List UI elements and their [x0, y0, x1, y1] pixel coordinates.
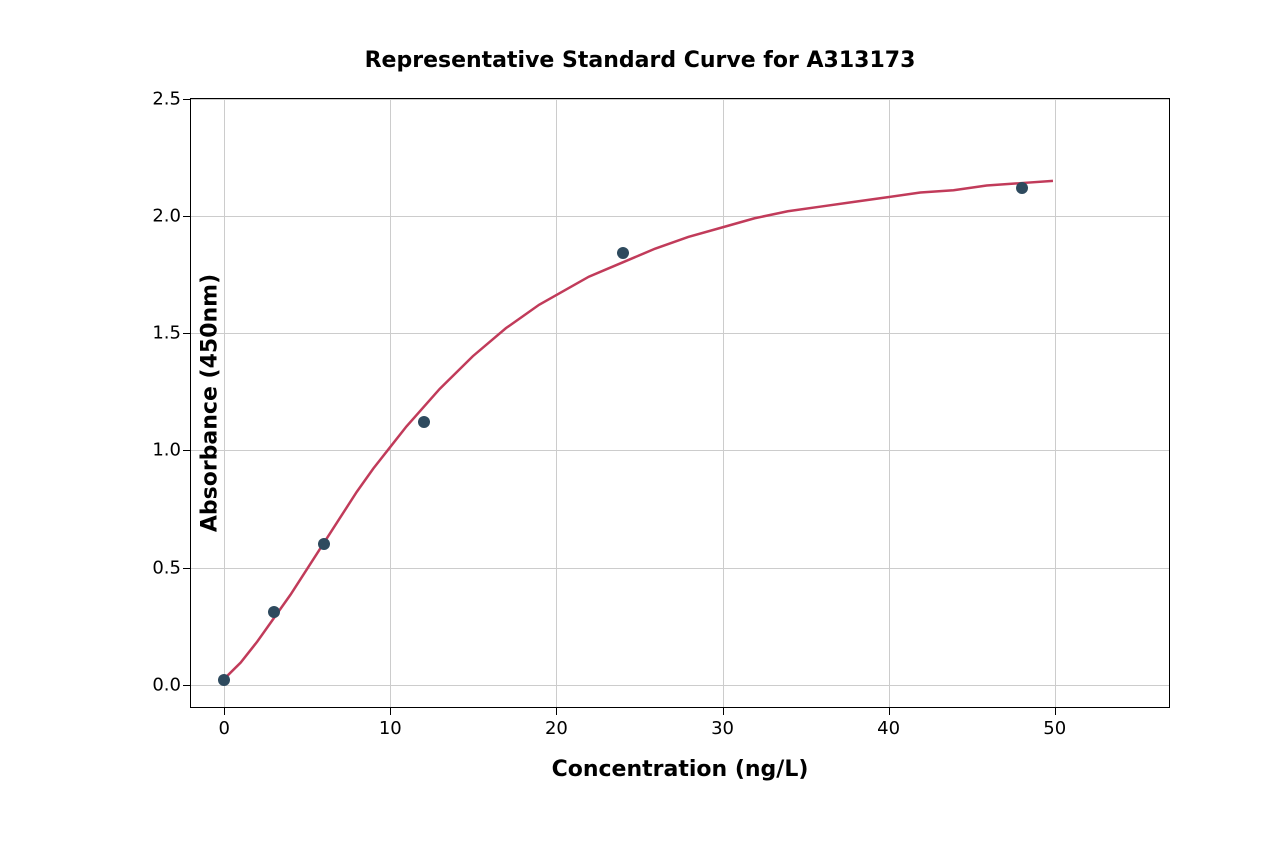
y-tick	[183, 568, 191, 569]
x-tick-label: 50	[1043, 718, 1066, 739]
x-axis-label: Concentration (ng/L)	[191, 757, 1169, 782]
grid-line-v	[224, 99, 225, 707]
x-tick	[556, 707, 557, 715]
data-point	[268, 606, 280, 618]
grid-line-v	[723, 99, 724, 707]
grid-line-h	[191, 333, 1169, 334]
x-tick-label: 20	[545, 718, 568, 739]
plot-area: 010203040500.00.51.01.52.02.5 Concentrat…	[190, 98, 1170, 708]
grid-line-h	[191, 450, 1169, 451]
data-point	[418, 416, 430, 428]
y-tick	[183, 99, 191, 100]
y-axis-label: Absorbance (450nm)	[198, 273, 223, 531]
chart-title: Representative Standard Curve for A31317…	[50, 48, 1230, 73]
y-tick	[183, 216, 191, 217]
grid-line-v	[1055, 99, 1056, 707]
x-tick-label: 30	[711, 718, 734, 739]
x-tick	[224, 707, 225, 715]
chart-container: Representative Standard Curve for A31317…	[50, 33, 1230, 813]
x-tick	[1055, 707, 1056, 715]
y-tick-label: 2.0	[141, 205, 181, 226]
y-tick-label: 2.5	[141, 88, 181, 109]
y-tick	[183, 450, 191, 451]
grid-line-h	[191, 216, 1169, 217]
grid-line-v	[390, 99, 391, 707]
data-point	[617, 247, 629, 259]
x-tick	[889, 707, 890, 715]
y-tick	[183, 333, 191, 334]
y-tick-label: 0.5	[141, 557, 181, 578]
x-tick-label: 40	[877, 718, 900, 739]
y-tick-label: 0.0	[141, 675, 181, 696]
x-tick-label: 10	[379, 718, 402, 739]
data-point	[1016, 182, 1028, 194]
curve-path	[224, 180, 1053, 678]
x-tick-label: 0	[218, 718, 229, 739]
y-tick-label: 1.5	[141, 323, 181, 344]
x-tick	[390, 707, 391, 715]
grid-line-h	[191, 685, 1169, 686]
x-tick	[723, 707, 724, 715]
grid-line-v	[556, 99, 557, 707]
data-point	[218, 674, 230, 686]
data-point	[318, 538, 330, 550]
grid-line-v	[889, 99, 890, 707]
y-tick	[183, 685, 191, 686]
grid-line-h	[191, 99, 1169, 100]
grid-line-h	[191, 568, 1169, 569]
y-tick-label: 1.0	[141, 440, 181, 461]
